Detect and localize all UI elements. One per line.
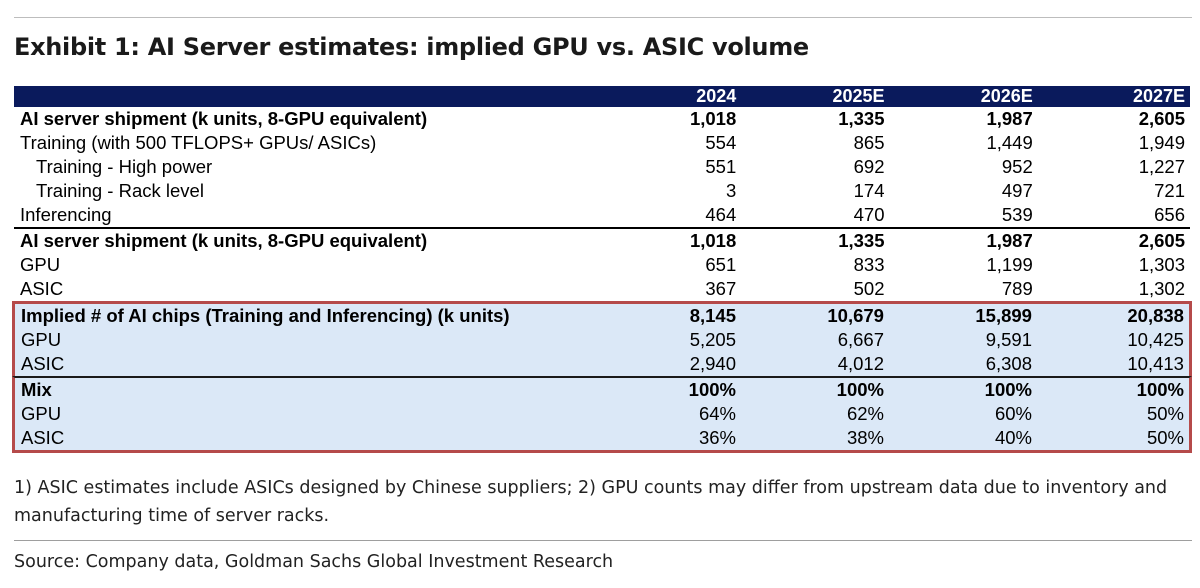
- row-label: GPU: [20, 254, 61, 275]
- row-label: GPU: [21, 403, 62, 424]
- table-header-row: 2024 2025E 2026E 2027E: [14, 86, 1190, 107]
- row-label: Training (with 500 TFLOPS+ GPUs/ ASICs): [20, 132, 377, 153]
- header-2024: 2024: [696, 86, 737, 106]
- value-cell: 539: [1001, 204, 1033, 225]
- value-cell: 6,308: [985, 353, 1032, 374]
- value-cell: 50%: [1146, 403, 1184, 424]
- value-cell: 8,145: [689, 305, 736, 326]
- table-row: Training - Rack level 3 174 497 721: [14, 179, 1190, 203]
- value-cell: 1,199: [986, 254, 1033, 275]
- value-cell: 464: [705, 204, 737, 225]
- row-label: AI server shipment (k units, 8-GPU equiv…: [20, 230, 428, 251]
- value-cell: 789: [1001, 278, 1033, 299]
- value-cell: 651: [705, 254, 737, 275]
- header-2025e: 2025E: [832, 86, 885, 106]
- value-cell: 656: [1154, 204, 1185, 225]
- value-cell: 721: [1154, 180, 1185, 201]
- row-label: Training - High power: [36, 156, 213, 177]
- value-cell: 100%: [984, 379, 1032, 400]
- row-label: Inferencing: [20, 204, 112, 225]
- value-cell: 1,302: [1138, 278, 1185, 299]
- value-cell: 1,449: [986, 132, 1033, 153]
- value-cell: 470: [853, 204, 885, 225]
- table-row: AI server shipment (k units, 8-GPU equiv…: [14, 107, 1190, 131]
- table-row: ASIC 36% 38% 40% 50%: [12, 426, 1192, 453]
- value-cell: 10,425: [1127, 329, 1184, 350]
- value-cell: 60%: [994, 403, 1032, 424]
- header-2026e: 2026E: [980, 86, 1033, 106]
- value-cell: 1,335: [838, 108, 885, 129]
- value-cell: 40%: [994, 427, 1032, 448]
- value-cell: 15,899: [975, 305, 1032, 326]
- row-label: ASIC: [20, 278, 64, 299]
- table-row: Mix 100% 100% 100% 100%: [12, 376, 1192, 402]
- table-row: Training - High power 551 692 952 1,227: [14, 155, 1190, 179]
- value-cell: 10,413: [1127, 353, 1184, 374]
- value-cell: 1,987: [986, 108, 1033, 129]
- value-cell: 6,667: [837, 329, 884, 350]
- table-row: ASIC 2,940 4,012 6,308 10,413: [12, 352, 1192, 376]
- value-cell: 50%: [1146, 427, 1184, 448]
- value-cell: 1,018: [689, 108, 737, 129]
- value-cell: 3: [725, 180, 737, 201]
- value-cell: 502: [853, 278, 885, 299]
- value-cell: 4,012: [837, 353, 884, 374]
- row-label: Mix: [21, 379, 52, 400]
- value-cell: 100%: [836, 379, 884, 400]
- value-cell: 20,838: [1127, 305, 1184, 326]
- row-label: ASIC: [21, 353, 65, 374]
- value-cell: 952: [1001, 156, 1033, 177]
- table-row: Inferencing 464 470 539 656: [14, 203, 1190, 227]
- table-row: Training (with 500 TFLOPS+ GPUs/ ASICs) …: [14, 131, 1190, 155]
- value-cell: 36%: [698, 427, 736, 448]
- exhibit-title: Exhibit 1: AI Server estimates: implied …: [14, 33, 809, 61]
- row-label: GPU: [21, 329, 62, 350]
- footnotes: 1) ASIC estimates include ASICs designed…: [14, 478, 1168, 526]
- source-line: Source: Company data, Goldman Sachs Glob…: [14, 552, 614, 572]
- table-row: GPU 651 833 1,199 1,303: [14, 253, 1190, 277]
- value-cell: 9,591: [985, 329, 1032, 350]
- table-row: AI server shipment (k units, 8-GPU equiv…: [14, 227, 1190, 253]
- value-cell: 1,335: [838, 230, 885, 251]
- row-label: Implied # of AI chips (Training and Infe…: [21, 305, 510, 326]
- value-cell: 367: [705, 278, 737, 299]
- value-cell: 62%: [846, 403, 884, 424]
- value-cell: 1,227: [1138, 156, 1185, 177]
- value-cell: 551: [705, 156, 737, 177]
- estimates-table: 2024 2025E 2026E 2027E AI server shipmen…: [12, 86, 1192, 453]
- source-divider: [14, 540, 1192, 541]
- value-cell: 1,303: [1138, 254, 1185, 275]
- value-cell: 1,987: [986, 230, 1033, 251]
- value-cell: 497: [1001, 180, 1033, 201]
- value-cell: 692: [853, 156, 885, 177]
- header-label-cell: [14, 86, 597, 107]
- value-cell: 10,679: [827, 305, 884, 326]
- table-row: ASIC 367 502 789 1,302: [14, 277, 1190, 301]
- table-row: Implied # of AI chips (Training and Infe…: [12, 301, 1192, 328]
- value-cell: 5,205: [689, 329, 736, 350]
- value-cell: 2,605: [1138, 108, 1185, 129]
- table-row: GPU 64% 62% 60% 50%: [12, 402, 1192, 426]
- row-label: Training - Rack level: [36, 180, 204, 201]
- value-cell: 554: [705, 132, 737, 153]
- table-row: GPU 5,205 6,667 9,591 10,425: [12, 328, 1192, 352]
- value-cell: 174: [853, 180, 885, 201]
- value-cell: 865: [853, 132, 885, 153]
- value-cell: 100%: [1136, 379, 1184, 400]
- value-cell: 100%: [688, 379, 736, 400]
- row-label: ASIC: [21, 427, 65, 448]
- value-cell: 833: [853, 254, 885, 275]
- top-rule: [14, 17, 1192, 18]
- value-cell: 1,018: [689, 230, 737, 251]
- value-cell: 38%: [846, 427, 884, 448]
- row-label: AI server shipment (k units, 8-GPU equiv…: [20, 108, 428, 129]
- header-2027e: 2027E: [1132, 86, 1185, 106]
- value-cell: 2,940: [689, 353, 736, 374]
- value-cell: 64%: [698, 403, 736, 424]
- value-cell: 1,949: [1138, 132, 1185, 153]
- value-cell: 2,605: [1138, 230, 1185, 251]
